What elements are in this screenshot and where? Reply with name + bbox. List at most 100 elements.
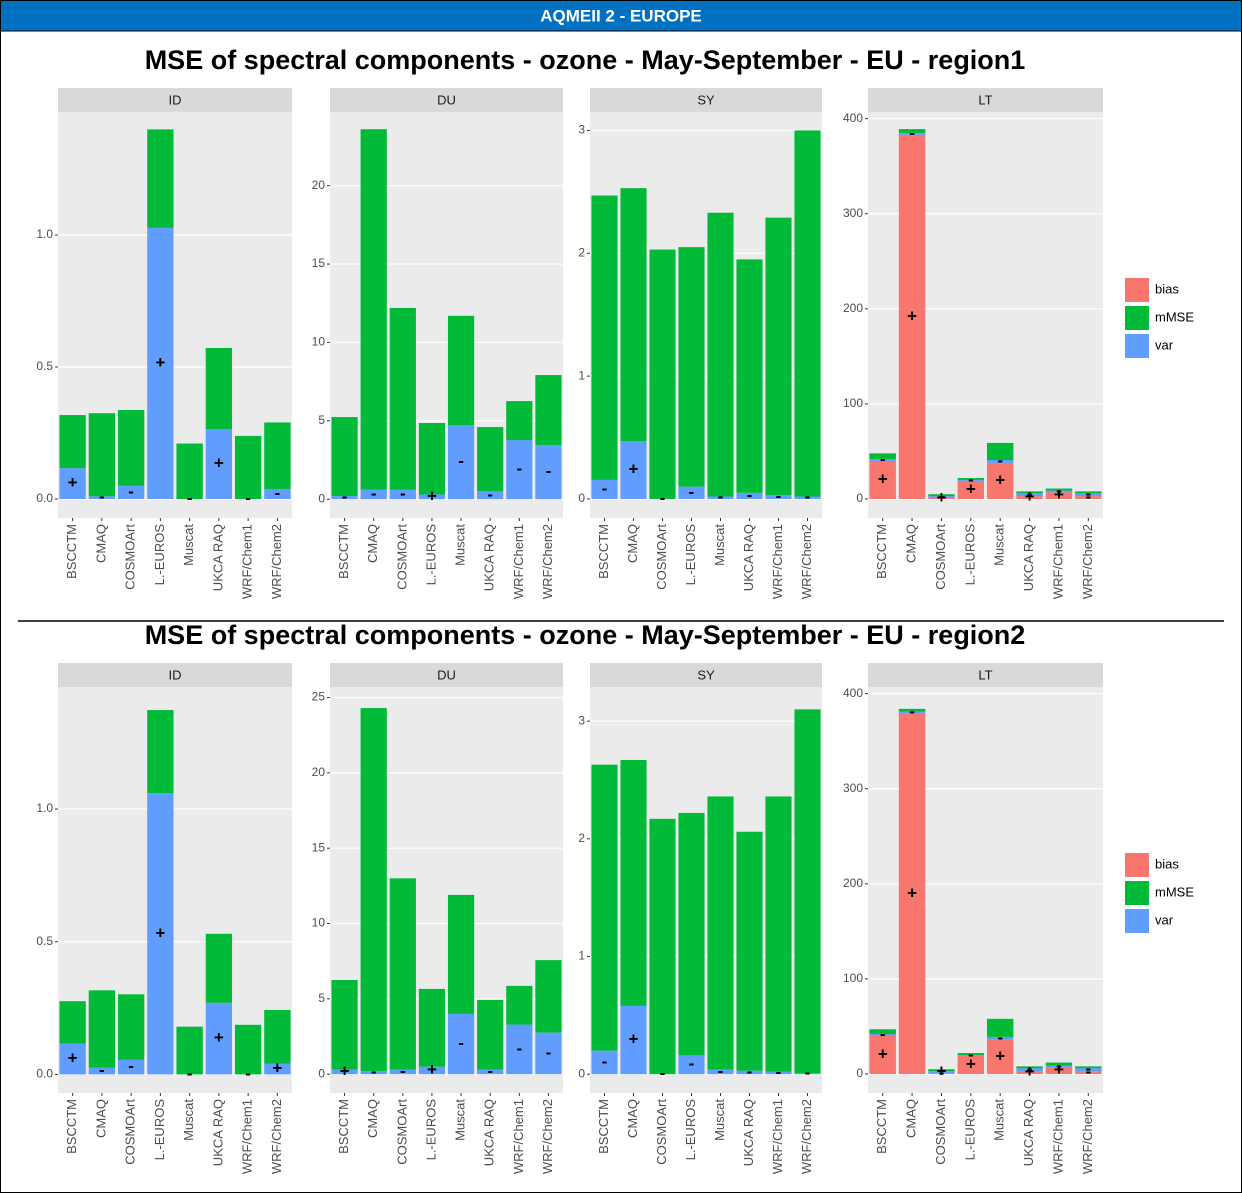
x-tick-label: UKCA RAQ: [210, 1099, 225, 1166]
x-tick-label: COSMOArt: [654, 1099, 669, 1165]
bar-segment: [117, 994, 145, 1060]
facet-strip: [58, 88, 292, 112]
bar-segment: [117, 485, 145, 499]
sign-label: +: [427, 1060, 437, 1079]
sign-label: -: [968, 470, 974, 489]
bar-segment: [928, 496, 955, 499]
y-tick-label: 100: [843, 396, 863, 410]
sign-label: -: [487, 1061, 493, 1080]
sign-label: -: [909, 702, 915, 721]
x-tick-label: Muscat: [453, 524, 468, 566]
bar-segment: [678, 812, 705, 1056]
bar-segment: [389, 489, 416, 500]
bar-segment: [1016, 496, 1043, 499]
header-title: AQMEII 2 - EUROPE: [540, 6, 702, 25]
bar-segment: [1045, 490, 1073, 493]
bar-segment: [957, 1055, 985, 1074]
bar-segment: [535, 1032, 562, 1075]
bar-segment: [477, 427, 504, 492]
bar-segment: [264, 422, 291, 489]
sign-label: +: [629, 1030, 639, 1049]
x-tick-label: CMAQ: [93, 524, 108, 563]
bar-segment: [447, 894, 475, 1014]
sign-label: -: [128, 1057, 134, 1076]
sign-label: +: [272, 1059, 282, 1078]
bar-segment: [59, 1001, 86, 1044]
bar-segment: [1075, 1071, 1102, 1074]
x-tick-label: WRF/Chem2: [540, 1099, 555, 1174]
y-tick-label: 0.5: [36, 359, 53, 373]
bar-segment: [707, 796, 734, 1070]
bar-segment: [447, 425, 475, 500]
bar-segment: [506, 440, 533, 500]
sign-label: -: [805, 1063, 811, 1082]
y-tick-label: 200: [843, 301, 863, 315]
bar-segment: [506, 401, 533, 441]
legend-label: bias: [1155, 281, 1179, 296]
y-tick-label: 1.0: [36, 227, 53, 241]
sign-label: -: [880, 449, 886, 468]
facet-strip: [590, 663, 822, 687]
bar-segment: [1075, 1068, 1102, 1072]
y-tick-label: 0.0: [36, 1067, 53, 1081]
sign-label: +: [629, 460, 639, 479]
sign-label: -: [909, 123, 915, 142]
bar-segment: [957, 1053, 985, 1055]
sign-label: -: [371, 1062, 377, 1081]
bar-segment: [928, 498, 955, 499]
sign-label: -: [689, 1054, 695, 1073]
sign-label: +: [1025, 1062, 1035, 1081]
bar-segment: [765, 217, 792, 496]
x-tick-label: L.-EUROS: [423, 524, 438, 586]
sign-label: -: [516, 1039, 522, 1058]
bar-segment: [117, 1059, 145, 1075]
bar-segment: [264, 1009, 291, 1064]
legend-label: var: [1155, 912, 1174, 927]
x-tick-label: WRF/Chem2: [1080, 1099, 1095, 1174]
x-tick-label: WRF/Chem1: [240, 524, 255, 599]
x-tick-label: WRF/Chem1: [511, 1099, 526, 1174]
bar-segment: [360, 129, 387, 490]
chart-title: MSE of spectral components - ozone - May…: [145, 45, 1026, 75]
bar-segment: [1045, 492, 1073, 499]
bar-segment: [88, 1067, 116, 1075]
bar-segment: [620, 441, 647, 499]
sign-label: -: [718, 487, 724, 506]
x-tick-label: CMAQ: [93, 1099, 108, 1138]
y-tick-label: 1.0: [36, 801, 53, 815]
y-tick-label: 1: [578, 949, 585, 963]
bar-segment: [736, 259, 763, 493]
bar-segment: [986, 1036, 1014, 1040]
x-tick-label: CMAQ: [904, 524, 919, 563]
sign-label: +: [995, 1046, 1005, 1065]
bar-segment: [205, 429, 233, 499]
y-tick-label: 0: [856, 491, 863, 505]
bar-segment: [234, 435, 262, 499]
bar-segment: [898, 711, 926, 714]
sign-label: -: [997, 451, 1003, 470]
x-tick-label: UKCA RAQ: [210, 524, 225, 591]
bar-segment: [535, 375, 562, 446]
x-tick-label: WRF/Chem1: [1050, 1099, 1065, 1174]
sign-label: +: [68, 473, 78, 492]
sign-label: -: [546, 462, 552, 481]
bar-segment: [957, 478, 985, 480]
bar-segment: [389, 1069, 416, 1075]
facet-strip: [58, 663, 292, 687]
bar-segment: [649, 818, 676, 1075]
bar-segment: [736, 831, 763, 1071]
y-tick-label: 0.5: [36, 934, 53, 948]
bar-segment: [117, 410, 145, 486]
y-tick-label: 2: [578, 831, 585, 845]
bar-segment: [331, 980, 358, 1070]
sign-label: -: [939, 487, 945, 506]
bar-segment: [88, 496, 116, 499]
y-tick-label: 20: [312, 765, 326, 779]
sign-label: +: [155, 353, 165, 372]
x-tick-label: COSMOArt: [123, 1099, 138, 1165]
bar-segment: [477, 491, 504, 500]
y-tick-label: 400: [843, 686, 863, 700]
bar-segment: [264, 488, 291, 499]
sign-label: -: [689, 482, 695, 501]
bar-segment: [957, 1054, 985, 1056]
